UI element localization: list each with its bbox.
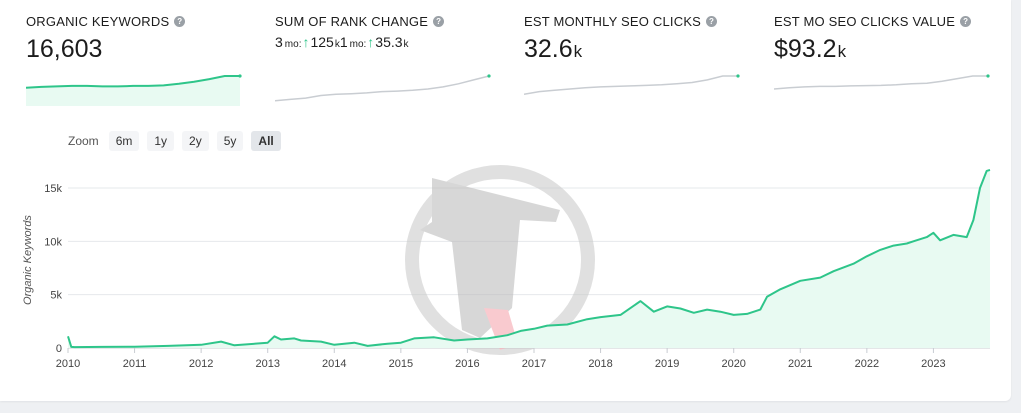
seo-clicks-label-text: EST MONTHLY SEO CLICKS bbox=[524, 14, 702, 29]
up-arrow-icon: ↑ bbox=[367, 34, 375, 50]
rank-3mo-count: 3 bbox=[275, 34, 283, 50]
sparkline-line bbox=[524, 75, 738, 95]
x-tick-label: 2017 bbox=[522, 358, 546, 370]
organic-keywords-value: 16,603 bbox=[26, 35, 246, 64]
seo-clicks-metric: EST MONTHLY SEO CLICKS ? 32.6k bbox=[524, 14, 744, 64]
rank-1mo-period: mo: bbox=[349, 39, 367, 50]
x-tick-label: 2014 bbox=[322, 358, 346, 370]
zoom-6m-button[interactable]: 6m bbox=[108, 131, 140, 151]
rank-1mo-value: 35.3 bbox=[375, 34, 403, 50]
x-tick-label: 2013 bbox=[255, 358, 279, 370]
series-area bbox=[68, 169, 990, 348]
organic-keywords-value-text: 16,603 bbox=[26, 35, 103, 63]
up-arrow-icon: ↑ bbox=[302, 34, 310, 50]
organic-keywords-sparkline bbox=[26, 74, 242, 106]
seo-clicks-value-sparkline bbox=[774, 74, 990, 90]
zoom-2y-button[interactable]: 2y bbox=[182, 131, 209, 151]
seo-clicks-value-value: $93.2k bbox=[774, 35, 994, 64]
seo-clicks-value-text: 32.6 bbox=[524, 35, 573, 63]
x-tick-label: 2012 bbox=[189, 358, 213, 370]
sparkline-line bbox=[275, 75, 490, 102]
rank-change-values: 3 mo: ↑ 125 k 1 mo: ↑ 35.3 k bbox=[275, 34, 495, 50]
y-tick-label: 0 bbox=[56, 343, 62, 355]
zoom-5y-button[interactable]: 5y bbox=[216, 131, 244, 151]
organic-keywords-metric: ORGANIC KEYWORDS ? 16,603 bbox=[26, 14, 246, 64]
sparkline-area bbox=[26, 76, 240, 106]
y-tick-label: 5k bbox=[50, 290, 62, 302]
sparkline-line bbox=[774, 75, 988, 90]
x-tick-label: 2020 bbox=[721, 358, 745, 370]
seo-clicks-value-unit: k bbox=[837, 42, 847, 61]
help-icon[interactable]: ? bbox=[960, 16, 972, 27]
zoom-label: Zoom bbox=[68, 134, 99, 148]
seo-clicks-unit: k bbox=[573, 42, 583, 61]
organic-keywords-label-text: ORGANIC KEYWORDS bbox=[26, 14, 170, 29]
seo-clicks-sparkline bbox=[524, 74, 740, 95]
seo-clicks-value-metric: EST MO SEO CLICKS VALUE ? $93.2k bbox=[774, 14, 994, 64]
x-tick-label: 2021 bbox=[788, 358, 812, 370]
seo-clicks-value-label: EST MO SEO CLICKS VALUE ? bbox=[774, 14, 994, 29]
organic-keywords-label: ORGANIC KEYWORDS ? bbox=[26, 14, 246, 29]
rank-1mo-unit: k bbox=[403, 39, 409, 50]
sparkline-endpoint bbox=[487, 74, 491, 78]
rank-3mo-unit: k bbox=[334, 39, 340, 50]
x-tick-label: 2019 bbox=[655, 358, 679, 370]
seo-clicks-value-label-text: EST MO SEO CLICKS VALUE bbox=[774, 14, 956, 29]
rank-1mo-count: 1 bbox=[339, 34, 348, 50]
rank-3mo-value: 125 bbox=[310, 34, 334, 50]
zoom-1y-button[interactable]: 1y bbox=[147, 131, 175, 151]
rank-change-label-text: SUM OF RANK CHANGE bbox=[275, 14, 429, 29]
x-tick-label: 2011 bbox=[123, 358, 147, 370]
x-tick-label: 2018 bbox=[588, 358, 612, 370]
watermark-logo bbox=[405, 165, 595, 355]
zoom-bar: Zoom 6m 1y 2y 5y All bbox=[68, 131, 281, 151]
sparkline-endpoint bbox=[986, 74, 990, 78]
x-tick-label: 2022 bbox=[855, 358, 879, 370]
sparkline-line bbox=[26, 75, 240, 89]
x-tick-label: 2015 bbox=[389, 358, 413, 370]
seo-clicks-value-value-text: $93.2 bbox=[774, 35, 837, 63]
help-icon[interactable]: ? bbox=[174, 16, 186, 27]
y-tick-label: 10k bbox=[44, 236, 62, 248]
sparkline-endpoint bbox=[736, 74, 740, 78]
rank-change-metric: SUM OF RANK CHANGE ? 3 mo: ↑ 125 k 1 mo:… bbox=[275, 14, 495, 50]
zoom-all-button[interactable]: All bbox=[251, 131, 281, 151]
seo-clicks-label: EST MONTHLY SEO CLICKS ? bbox=[524, 14, 744, 29]
y-tick-label: 15k bbox=[44, 183, 62, 195]
x-tick-label: 2023 bbox=[921, 358, 945, 370]
series-line bbox=[67, 168, 991, 349]
x-tick-label: 2016 bbox=[455, 358, 479, 370]
rank-3mo-period: mo: bbox=[284, 39, 302, 50]
y-axis-label: Organic Keywords bbox=[22, 215, 34, 305]
sparkline-endpoint bbox=[238, 74, 242, 78]
organic-keywords-chart[interactable]: 0 5k 10k 15k 2010 2011 2012 2013 2014 2015 2016 201… bbox=[0, 160, 1011, 375]
help-icon[interactable]: ? bbox=[706, 16, 718, 27]
help-icon[interactable]: ? bbox=[433, 16, 445, 27]
rank-change-sparkline bbox=[275, 74, 491, 102]
seo-clicks-value: 32.6k bbox=[524, 35, 744, 64]
x-tick-label: 2010 bbox=[56, 358, 80, 370]
rank-change-label: SUM OF RANK CHANGE ? bbox=[275, 14, 495, 29]
metrics-card: ORGANIC KEYWORDS ? 16,603 SUM OF RANK CH… bbox=[0, 0, 1011, 401]
